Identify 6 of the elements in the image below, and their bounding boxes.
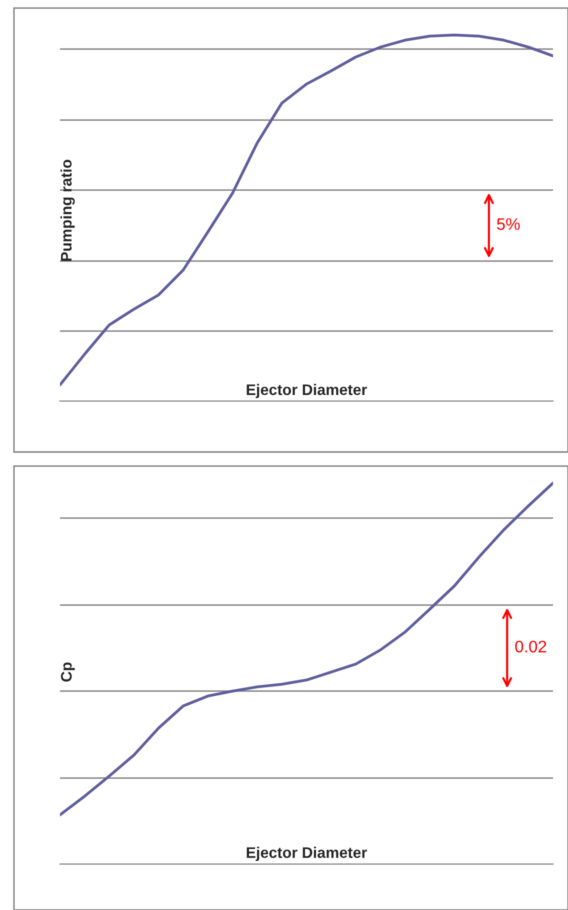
x-axis-title: Ejector Diameter (246, 384, 367, 398)
y-axis-title: Cp (60, 662, 75, 682)
y-axis-title: Pumping ratio (60, 160, 75, 261)
x-axis-title: Ejector Diameter (246, 846, 367, 862)
annotation: 0.02 (515, 640, 546, 653)
annotation: 5% (496, 218, 520, 230)
